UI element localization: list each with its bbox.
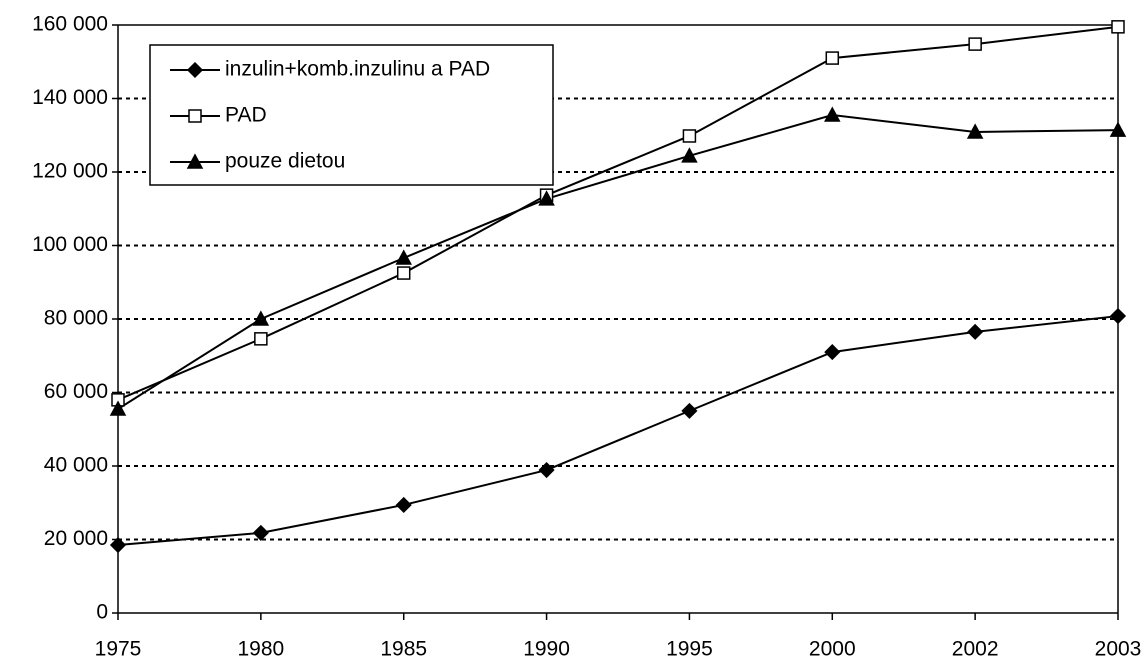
x-tick-label: 2000 — [809, 638, 856, 661]
y-tick-label: 20 000 — [44, 527, 108, 550]
data-point — [395, 496, 412, 514]
data-point — [1109, 121, 1127, 137]
x-tick-label: 1985 — [380, 638, 427, 661]
data-point — [967, 323, 984, 340]
data-point — [681, 147, 698, 163]
legend-label: inzulin+komb.inzulinu a PAD — [225, 58, 490, 81]
legend-label: pouze dietou — [225, 150, 345, 173]
data-point — [1111, 20, 1125, 34]
data-point — [396, 266, 411, 280]
data-point — [109, 400, 127, 416]
data-point — [252, 524, 269, 541]
legend-marker — [186, 61, 204, 79]
y-tick-label: 120 000 — [32, 160, 108, 183]
data-point — [824, 344, 841, 361]
y-tick-label: 80 000 — [44, 307, 108, 330]
data-point — [681, 402, 698, 419]
data-point — [968, 37, 982, 51]
x-tick-label: 1980 — [237, 638, 284, 661]
data-point — [966, 123, 984, 139]
series-line — [117, 315, 1119, 547]
x-tick-label: 1975 — [95, 638, 142, 661]
legend-marker — [186, 153, 204, 169]
data-point — [538, 190, 555, 206]
data-point — [254, 332, 268, 346]
data-point — [824, 106, 841, 122]
y-tick-label: 140 000 — [32, 86, 108, 109]
x-tick-label: 1995 — [666, 638, 713, 661]
series-line — [117, 25, 1119, 401]
y-tick-label: 40 000 — [44, 454, 108, 477]
data-point — [252, 310, 270, 326]
data-point — [395, 249, 412, 265]
y-tick-label: 0 — [96, 601, 108, 624]
x-tick-label: 2003 — [1095, 638, 1142, 661]
x-tick-label: 2002 — [952, 638, 999, 661]
data-point — [109, 536, 127, 554]
y-tick-label: 100 000 — [32, 233, 108, 256]
legend-label: PAD — [225, 104, 267, 127]
data-point — [682, 129, 697, 143]
y-tick-label: 160 000 — [32, 13, 108, 36]
data-point — [1109, 307, 1127, 325]
data-point — [538, 461, 555, 479]
legend-marker — [188, 109, 202, 123]
series-line — [117, 114, 1119, 410]
x-tick-label: 1990 — [523, 638, 570, 661]
data-point — [825, 51, 840, 65]
y-tick-label: 60 000 — [44, 380, 108, 403]
